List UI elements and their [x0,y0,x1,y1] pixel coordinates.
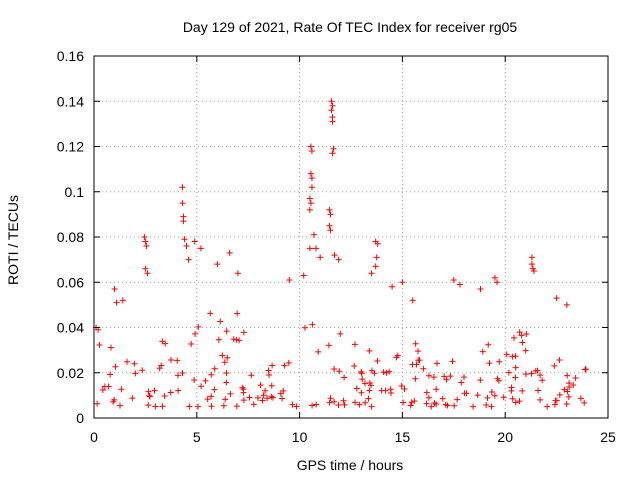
y-tick-label: 0.16 [57,48,84,64]
data-point [329,118,336,125]
data-point [477,286,484,293]
data-point [563,301,570,308]
data-point [327,211,334,218]
data-point [143,243,150,250]
data-point [179,200,186,207]
y-axis-ticks: 0 0.02 0.04 0.06 0.08 0.1 0.12 0.14 0.16 [57,48,608,426]
data-point [307,143,314,150]
data-point [310,231,317,238]
data-point [330,145,337,152]
data-point [530,267,537,274]
x-tick-label: 20 [497,429,513,445]
grid-lines [93,55,609,419]
data-point [142,238,149,245]
data-point [329,150,336,157]
y-tick-label: 0.12 [57,139,84,155]
data-point [300,272,307,279]
data-point [306,195,313,202]
data-point [493,279,500,286]
x-axis-ticks: 0 5 10 15 20 25 [90,56,616,445]
background-point-cloud [94,310,589,410]
data-point [307,170,314,177]
data-point [456,281,463,288]
data-point [491,274,498,281]
data-point [450,276,457,283]
data-point [317,254,324,261]
x-tick-label: 25 [600,429,616,445]
data-point [141,234,148,240]
data-point-cloud [94,310,589,410]
data-point [374,240,381,247]
x-tick-label: 5 [193,429,201,445]
data-point [389,283,396,290]
data-point [308,148,315,155]
data-point [234,270,241,277]
data-point [307,200,314,207]
data-point [327,227,334,234]
data-point [308,184,315,191]
data-point [197,245,204,252]
data-point [113,299,120,306]
data-point [306,245,313,252]
data-point [409,297,416,304]
data-point [372,263,379,270]
y-tick-label: 0.1 [65,184,85,200]
data-point [111,286,118,293]
x-tick-label: 10 [292,429,308,445]
x-tick-label: 0 [90,429,98,445]
data-point [214,261,221,268]
data-point [226,249,233,256]
data-point [528,254,535,261]
data-point [119,297,126,304]
data-point [180,218,187,225]
data-point [373,254,380,261]
data-point [286,276,293,283]
data-point [142,265,149,272]
data-point [185,256,192,263]
data-point [183,243,190,250]
data-points [93,98,570,333]
x-axis-label: GPS time / hours [297,457,404,473]
data-point [326,206,333,213]
data-point [144,270,151,277]
data-point [328,107,335,114]
data-point [313,245,320,252]
y-tick-label: 0.06 [57,274,84,290]
chart-title: Day 129 of 2021, Rate Of TEC Index for r… [183,19,518,35]
data-point [181,236,188,243]
y-axis-label: ROTI / TECUs [5,195,21,285]
data-point [308,175,315,182]
y-tick-label: 0.14 [57,93,84,109]
data-point [191,238,198,245]
data-point [331,252,338,259]
data-point [306,206,313,213]
data-point [335,256,342,263]
data-point [328,98,335,105]
data-point [528,261,535,268]
data-point [553,295,560,302]
x-tick-label: 15 [395,429,411,445]
data-point [329,102,336,109]
data-point [326,222,333,229]
y-tick-label: 0.08 [57,229,84,245]
data-point [179,184,186,191]
data-point [399,279,406,286]
y-tick-label: 0 [76,410,84,426]
y-tick-label: 0.04 [57,320,84,336]
y-tick-label: 0.02 [57,365,84,381]
data-point [368,270,375,277]
